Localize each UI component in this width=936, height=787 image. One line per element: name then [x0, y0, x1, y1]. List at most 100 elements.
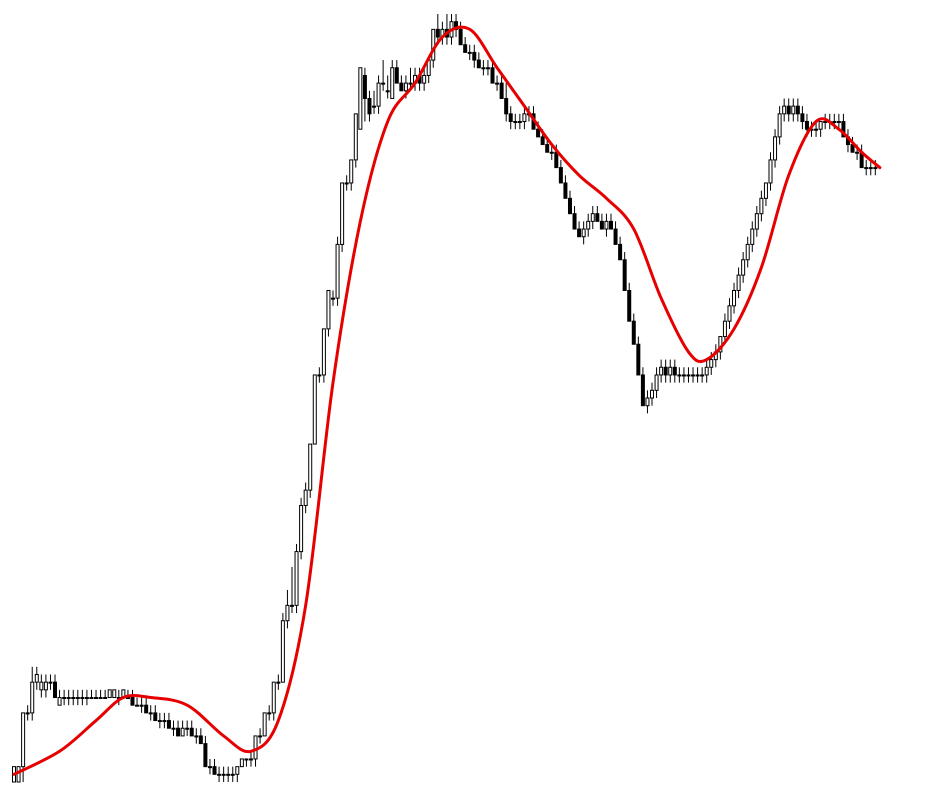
candle-body: [212, 766, 217, 775]
candle-body: [267, 712, 272, 715]
candle-body: [704, 366, 709, 376]
candle-body: [226, 773, 231, 776]
candle-body: [107, 689, 112, 699]
candle-body: [709, 359, 714, 368]
candle-body: [786, 105, 791, 115]
candle-body: [312, 374, 317, 445]
candle-body: [372, 105, 377, 108]
candle-body: [103, 697, 108, 700]
candle-body: [139, 704, 144, 707]
candle-body: [618, 243, 623, 261]
candle-body: [736, 274, 741, 291]
candle-body: [868, 167, 873, 170]
candle-body: [244, 758, 249, 761]
candle-body: [604, 220, 609, 230]
candle-body: [763, 182, 768, 199]
candle-body: [645, 397, 650, 407]
candle-body: [522, 113, 527, 123]
candle-body: [399, 82, 404, 92]
candle-body: [194, 735, 199, 738]
candle-body: [253, 735, 258, 760]
candle-body: [185, 727, 190, 730]
candle-body: [823, 121, 828, 124]
candle-body: [162, 720, 167, 723]
candle-body: [563, 182, 568, 199]
candle-body: [89, 697, 94, 700]
candle-body: [321, 328, 326, 376]
candle-body: [472, 51, 477, 61]
candle-body: [367, 97, 372, 115]
candle-body: [157, 720, 162, 723]
candle-body: [326, 289, 331, 330]
candle-body: [608, 220, 613, 230]
candle-body: [650, 389, 655, 399]
candle-body: [239, 758, 244, 768]
candle-body: [686, 374, 691, 377]
candle-body: [572, 213, 577, 230]
candle-body: [403, 82, 408, 92]
candle-body: [795, 105, 800, 115]
candle-body: [622, 259, 627, 291]
candle-body: [864, 167, 869, 170]
candle-body: [691, 374, 696, 377]
candle-body: [558, 167, 563, 184]
candle-body: [481, 67, 486, 70]
candle-body: [677, 374, 682, 377]
candle-body: [57, 697, 62, 706]
candle-body: [554, 151, 559, 169]
candle-body: [262, 712, 267, 737]
candle-body: [773, 136, 778, 161]
candle-body: [385, 90, 390, 93]
candle-body: [198, 735, 203, 745]
candle-body: [207, 766, 212, 769]
candle-body: [499, 82, 504, 99]
candle-body: [349, 159, 354, 184]
candle-body: [467, 51, 472, 54]
candle-body: [431, 28, 436, 61]
candle-body: [25, 712, 30, 715]
candle-body: [768, 159, 773, 184]
candle-body: [280, 620, 285, 683]
candle-body: [727, 305, 732, 322]
candle-body: [148, 712, 153, 715]
candle-body: [695, 374, 700, 377]
candle-body: [84, 697, 89, 700]
candle-body: [504, 97, 509, 115]
candle-body: [654, 374, 659, 391]
candle-body: [586, 220, 591, 230]
candle-body: [759, 197, 764, 215]
candle-body: [317, 374, 322, 377]
candle-body: [285, 604, 290, 622]
candle-body: [631, 320, 636, 345]
candle-body: [577, 228, 582, 238]
candle-body: [681, 374, 686, 377]
candle-body: [722, 320, 727, 338]
candle-body: [545, 144, 550, 153]
candle-body: [672, 366, 677, 376]
candle-body: [750, 228, 755, 245]
candle-body: [495, 82, 500, 85]
candle-body: [627, 289, 632, 322]
candle-body: [358, 67, 363, 130]
candle-body: [700, 374, 705, 377]
candle-body: [659, 366, 664, 376]
candle-body: [335, 243, 340, 299]
candle-body: [508, 113, 513, 123]
candle-body: [144, 704, 149, 714]
candle-body: [841, 121, 846, 138]
candle-body: [303, 489, 308, 507]
candle-body: [75, 697, 80, 700]
candle-body: [613, 228, 618, 245]
candle-body: [741, 259, 746, 276]
candle-body: [754, 213, 759, 230]
candle-body: [663, 366, 668, 376]
candle-body: [804, 121, 809, 130]
candle-body: [490, 67, 495, 84]
candle-body: [98, 697, 103, 700]
candle-body: [381, 82, 386, 85]
candle-body: [791, 105, 796, 115]
candle-body: [221, 773, 226, 776]
candle-body: [66, 697, 71, 700]
candle-body: [394, 67, 399, 84]
